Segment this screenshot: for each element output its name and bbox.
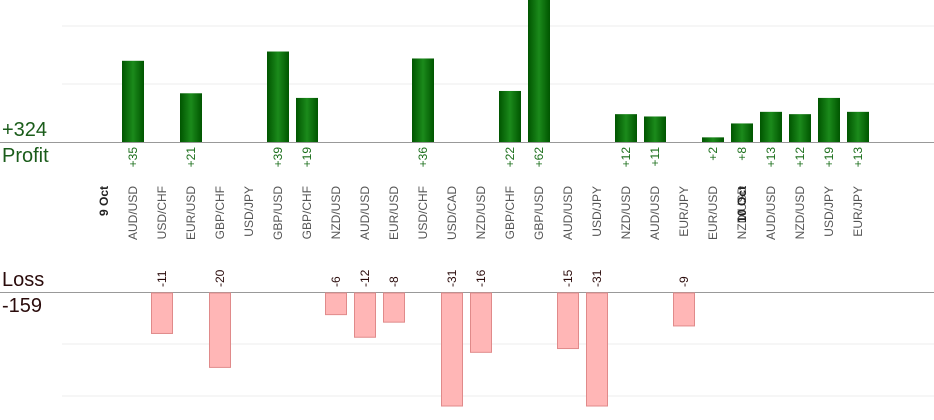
loss-bar bbox=[441, 292, 463, 407]
profit-bar bbox=[760, 111, 782, 142]
loss-value-label: -16 bbox=[474, 269, 488, 287]
category-label: EUR/JPY bbox=[851, 186, 865, 237]
loss-bar bbox=[557, 292, 579, 350]
loss-bars: -11 -20 -6 -12 -8 -31 -16 -15 -31 -9 bbox=[151, 269, 695, 407]
loss-value-label: -20 bbox=[213, 269, 227, 287]
profit-value-label: +21 bbox=[184, 147, 198, 168]
loss-bar bbox=[586, 292, 608, 407]
profit-bar bbox=[296, 97, 318, 142]
loss-value-label: -9 bbox=[677, 276, 691, 287]
category-label: NZD/USD bbox=[474, 186, 488, 240]
category-label: AUD/USD bbox=[561, 186, 575, 240]
category-label: AUD/USD bbox=[764, 186, 778, 240]
loss-bar bbox=[673, 292, 695, 327]
loss-label: Loss bbox=[2, 269, 45, 291]
profit-bar bbox=[731, 123, 753, 142]
loss-value-label: -15 bbox=[561, 269, 575, 287]
profit-bar bbox=[702, 137, 724, 142]
profit-bar bbox=[847, 111, 869, 142]
category-label: AUD/USD bbox=[648, 186, 662, 240]
loss-bar bbox=[354, 292, 376, 338]
profit-value-label: +35 bbox=[126, 147, 140, 168]
profit-total: +324 bbox=[2, 119, 48, 141]
loss-bar bbox=[470, 292, 492, 353]
category-label: USD/CHF bbox=[155, 186, 169, 239]
category-label: NZD/USD bbox=[793, 186, 807, 240]
category-label: USD/CAD bbox=[445, 186, 459, 240]
profit-bar bbox=[122, 60, 144, 142]
profit-bar bbox=[499, 90, 521, 142]
loss-bar bbox=[383, 292, 405, 323]
category-label: GBP/CHF bbox=[300, 186, 314, 239]
loss-value-label: -8 bbox=[387, 276, 401, 287]
category-label: GBP/USD bbox=[532, 186, 546, 240]
loss-value-label: -11 bbox=[155, 270, 169, 287]
profit-value-label: +13 bbox=[851, 147, 865, 168]
profit-value-label: +2 bbox=[706, 147, 720, 161]
profit-value-label: +36 bbox=[416, 147, 430, 168]
category-label: GBP/CHF bbox=[503, 186, 517, 239]
category-label: USD/JPY bbox=[242, 186, 256, 237]
profit-bar bbox=[644, 116, 666, 142]
category-label: GBP/CHF bbox=[213, 186, 227, 239]
date-label: 9 Oct bbox=[97, 186, 111, 216]
loss-value-label: -31 bbox=[590, 269, 604, 287]
profit-value-label: +12 bbox=[793, 147, 807, 168]
category-label: EUR/JPY bbox=[677, 186, 691, 237]
category-label: AUD/USD bbox=[358, 186, 372, 240]
category-label: USD/JPY bbox=[822, 186, 836, 237]
profit-value-label: +19 bbox=[300, 147, 314, 168]
profit-bar bbox=[528, 0, 550, 142]
category-label: NZD/USD bbox=[619, 186, 633, 240]
profit-bars: +35 +21 +39 +19 +36 +22 +62 +12 +11 +2 +8 +13 +12 +19… bbox=[122, 0, 869, 167]
profit-value-label: +13 bbox=[764, 147, 778, 168]
category-label: USD/CHF bbox=[416, 186, 430, 239]
profit-bar bbox=[180, 93, 202, 142]
profit-value-label: +39 bbox=[271, 147, 285, 168]
category-label: AUD/USD bbox=[126, 186, 140, 240]
loss-bar bbox=[209, 292, 231, 368]
category-labels: AUD/USD 9 Oct USD/CHF EUR/USD GBP/CHF USD/JPY… bbox=[97, 186, 865, 240]
category-label: GBP/USD bbox=[271, 186, 285, 240]
profit-value-label: +62 bbox=[532, 147, 546, 168]
profit-value-label: +11 bbox=[648, 147, 662, 167]
loss-value-label: -12 bbox=[358, 269, 372, 287]
profit-value-label: +12 bbox=[619, 147, 633, 168]
date-label: 10 Oct bbox=[735, 186, 749, 223]
profit-value-label: +22 bbox=[503, 147, 517, 168]
loss-value-label: -6 bbox=[329, 276, 343, 287]
profit-value-label: +8 bbox=[735, 147, 749, 161]
category-label: EUR/USD bbox=[706, 186, 720, 240]
loss-value-label: -31 bbox=[445, 269, 459, 287]
loss-bar bbox=[151, 292, 173, 334]
category-label: USD/JPY bbox=[590, 186, 604, 237]
profit-value-label: +19 bbox=[822, 147, 836, 168]
category-label: NZD/USD bbox=[735, 186, 749, 240]
profit-bar bbox=[789, 114, 811, 142]
category-label: NZD/USD bbox=[329, 186, 343, 240]
profit-bar bbox=[615, 114, 637, 142]
category-label: EUR/USD bbox=[387, 186, 401, 240]
loss-total: -159 bbox=[2, 295, 43, 317]
category-label: EUR/USD bbox=[184, 186, 198, 240]
profit-bar bbox=[267, 51, 289, 142]
profit-label: Profit bbox=[2, 145, 49, 167]
profit-bar bbox=[818, 97, 840, 142]
profit-bar bbox=[412, 58, 434, 143]
grid bbox=[62, 25, 934, 397]
loss-bar bbox=[325, 292, 347, 316]
